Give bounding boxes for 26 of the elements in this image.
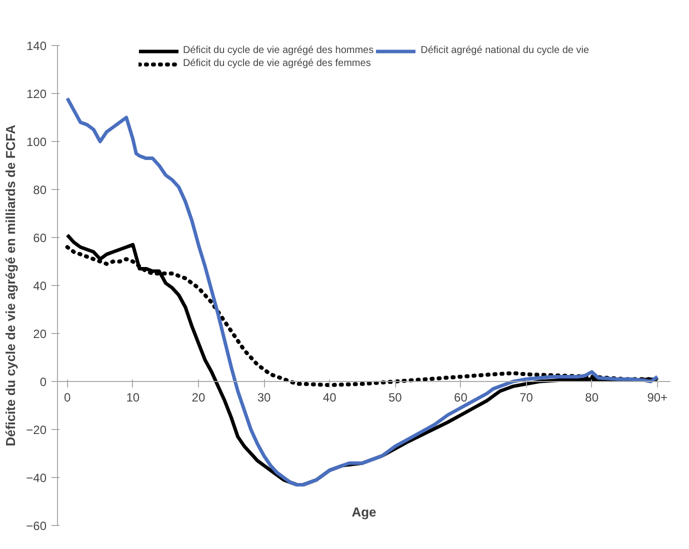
y-tick-label: −60: [26, 519, 47, 533]
y-tick-label: −40: [26, 471, 47, 485]
x-tick-label: 30: [257, 390, 272, 404]
y-tick-label: −20: [26, 423, 47, 437]
legend-label: Déficit agrégé national du cycle de vie: [420, 45, 590, 56]
y-tick-label: 40: [33, 279, 47, 293]
y-tick-label: 120: [26, 87, 47, 101]
y-tick-label: 80: [33, 183, 47, 197]
x-tick-label: 20: [192, 390, 206, 404]
x-tick-label: 80: [585, 390, 599, 404]
x-tick-label: 90+: [647, 390, 668, 404]
x-tick-label: 70: [520, 390, 534, 404]
x-tick-label: 50: [388, 390, 402, 404]
x-tick-label: 0: [64, 390, 71, 404]
x-tick-label: 10: [126, 390, 140, 404]
y-tick-label: 100: [26, 135, 47, 149]
legend-label: Déficit du cycle de vie agrégé des hommes: [182, 45, 374, 56]
y-axis-title: Déficite du cycle de vie agrégé en milliards de FCFA: [3, 124, 18, 446]
y-tick-label: 0: [40, 375, 47, 389]
x-tick-label: 60: [454, 390, 468, 404]
x-tick-label: 40: [322, 390, 337, 404]
legend-label: Déficit du cycle de vie agrégé des femmes: [182, 58, 371, 69]
y-tick-label: 60: [33, 231, 47, 245]
x-axis-title: Age: [352, 504, 376, 520]
y-tick-label: 140: [26, 39, 47, 53]
y-tick-label: 20: [33, 327, 47, 341]
